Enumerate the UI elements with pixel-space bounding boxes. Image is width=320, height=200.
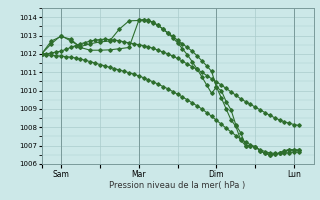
X-axis label: Pression niveau de la mer( hPa ): Pression niveau de la mer( hPa ) bbox=[109, 181, 246, 190]
